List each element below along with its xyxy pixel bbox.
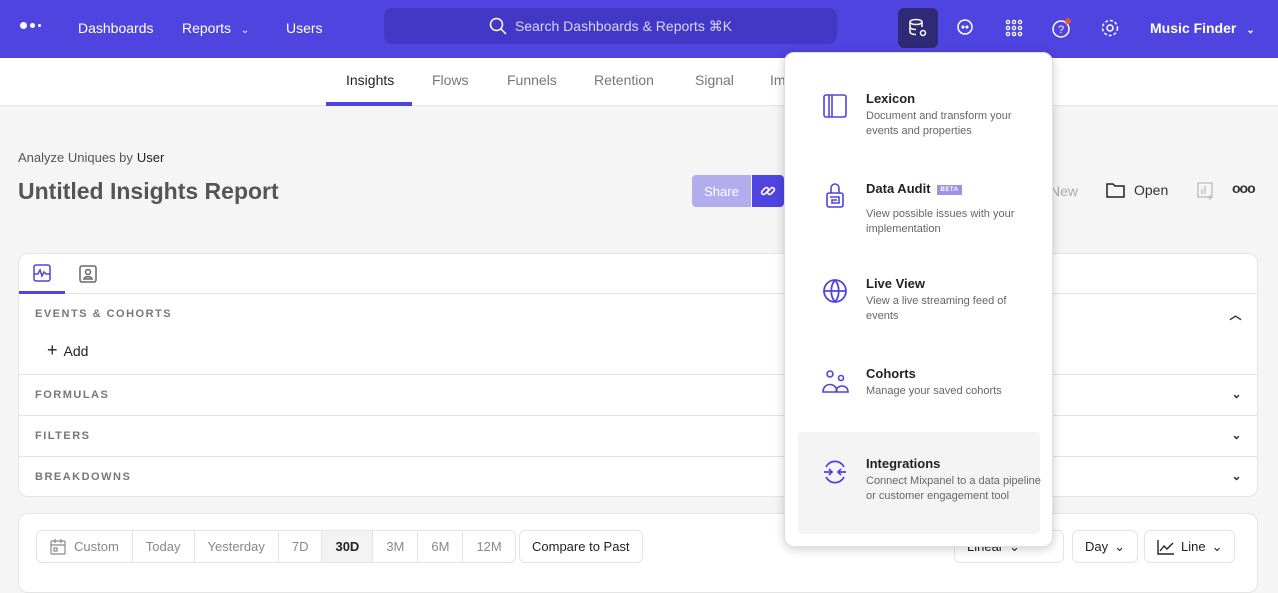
menu-item-lexicon[interactable]: Lexicon Document and transform your even… xyxy=(798,83,1040,143)
menu-item-live-view[interactable]: Live View View a live streaming feed of … xyxy=(798,268,1040,338)
grid-icon xyxy=(1005,19,1023,37)
user-card-icon xyxy=(79,265,97,283)
analyze-by[interactable]: Analyze Uniques by User xyxy=(18,150,165,165)
filters-section[interactable]: FILTERS ⌄ xyxy=(19,415,1257,456)
globe-icon xyxy=(823,279,847,303)
metrics-tab[interactable] xyxy=(19,254,65,294)
active-tab-indicator xyxy=(326,102,412,106)
chat-icon xyxy=(957,19,973,35)
beta-badge: BETA xyxy=(936,184,963,195)
report-tabs: Insights Flows Funnels Retention Signal … xyxy=(0,58,1278,106)
mixpanel-logo[interactable] xyxy=(20,22,41,29)
search-icon xyxy=(489,17,507,35)
range-yesterday[interactable]: Yesterday xyxy=(195,531,279,562)
svg-text:?: ? xyxy=(1058,24,1064,36)
tab-insights[interactable]: Insights xyxy=(346,72,395,88)
menu-item-data-audit[interactable]: Data Audit BETA View possible issues with… xyxy=(798,173,1040,243)
new-button[interactable]: New xyxy=(1050,183,1079,199)
nav-dashboards[interactable]: Dashboards xyxy=(78,20,154,36)
chevron-down-icon: ⌄ xyxy=(1246,25,1255,36)
data-management-button[interactable] xyxy=(898,8,938,48)
open-button[interactable]: Open xyxy=(1106,181,1168,199)
add-to-dashboard-icon[interactable] xyxy=(1197,182,1215,200)
range-3m[interactable]: 3M xyxy=(373,531,419,562)
chart-controls: Custom Today Yesterday 7D 30D 3M 6M 12M … xyxy=(18,513,1258,593)
pulse-icon xyxy=(33,263,51,282)
menu-item-integrations[interactable]: Integrations Connect Mixpanel to a data … xyxy=(798,432,1041,534)
settings-button[interactable] xyxy=(1090,8,1130,48)
project-switcher[interactable]: Music Finder ⌄ xyxy=(1150,20,1255,36)
tab-funnels[interactable]: Funnels xyxy=(507,72,557,88)
tab-flows[interactable]: Flows xyxy=(432,72,469,88)
nav-users[interactable]: Users xyxy=(286,20,323,36)
events-cohorts-section: EVENTS & COHORTS ︿ + Add xyxy=(35,308,1243,360)
chevron-down-icon: ⌄ xyxy=(1211,538,1223,554)
calendar-icon xyxy=(50,538,66,555)
chevron-down-icon: ⌄ xyxy=(1114,538,1126,554)
range-6m[interactable]: 6M xyxy=(418,531,464,562)
chat-button[interactable] xyxy=(945,8,985,48)
integrations-icon xyxy=(824,460,846,484)
line-chart-icon xyxy=(1157,539,1174,555)
more-options-icon[interactable]: ooo xyxy=(1232,180,1256,196)
link-icon xyxy=(760,186,776,196)
lock-icon xyxy=(826,183,844,208)
tab-retention[interactable]: Retention xyxy=(594,72,654,88)
breakdowns-section[interactable]: BREAKDOWNS ⌄ xyxy=(19,456,1257,497)
range-30d[interactable]: 30D xyxy=(322,531,374,562)
query-builder: EVENTS & COHORTS ︿ + Add FORMULAS ⌄ FILTER… xyxy=(18,253,1258,497)
page-title[interactable]: Untitled Insights Report xyxy=(18,178,279,204)
formulas-section[interactable]: FORMULAS ⌄ xyxy=(19,374,1257,415)
help-icon: ? xyxy=(1052,18,1071,38)
top-nav: Dashboards Reports ⌄ Users Search Dashbo… xyxy=(0,0,1278,58)
share-button[interactable]: Share xyxy=(692,175,751,207)
interval-select[interactable]: Day ⌄ xyxy=(1072,530,1139,563)
range-7d[interactable]: 7D xyxy=(279,531,323,562)
data-management-menu: Lexicon Document and transform your even… xyxy=(784,52,1053,547)
chart-type-select[interactable]: Line ⌄ xyxy=(1144,530,1236,563)
range-12m[interactable]: 12M xyxy=(476,539,502,554)
folder-icon xyxy=(1106,183,1125,198)
chevron-down-icon: ⌄ xyxy=(1231,387,1243,401)
date-range-selector: Custom Today Yesterday 7D 30D 3M 6M 12M xyxy=(36,530,516,563)
help-button[interactable]: ? xyxy=(1042,8,1082,48)
chevron-up-icon[interactable]: ︿ xyxy=(1229,308,1243,322)
menu-item-cohorts[interactable]: Cohorts Manage your saved cohorts xyxy=(798,358,1040,418)
book-icon xyxy=(823,94,847,118)
add-event-button[interactable]: + Add xyxy=(47,340,89,360)
plus-icon: + xyxy=(47,340,58,360)
nav-reports[interactable]: Reports ⌄ xyxy=(182,20,250,36)
database-gear-icon xyxy=(909,18,927,37)
gear-icon xyxy=(1101,19,1119,37)
search-input[interactable]: Search Dashboards & Reports ⌘K xyxy=(384,8,837,44)
range-today[interactable]: Today xyxy=(133,531,195,562)
range-custom[interactable]: Custom xyxy=(37,531,133,562)
chevron-down-icon: ⌄ xyxy=(1231,469,1243,483)
users-tab[interactable] xyxy=(79,265,97,288)
chevron-down-icon: ⌄ xyxy=(240,25,250,36)
apps-button[interactable] xyxy=(994,8,1034,48)
tab-signal[interactable]: Signal xyxy=(695,72,734,88)
users-icon xyxy=(822,370,849,393)
compare-to-past-button[interactable]: Compare to Past xyxy=(519,530,643,563)
chevron-down-icon: ⌄ xyxy=(1231,428,1243,442)
copy-link-button[interactable] xyxy=(752,175,784,207)
